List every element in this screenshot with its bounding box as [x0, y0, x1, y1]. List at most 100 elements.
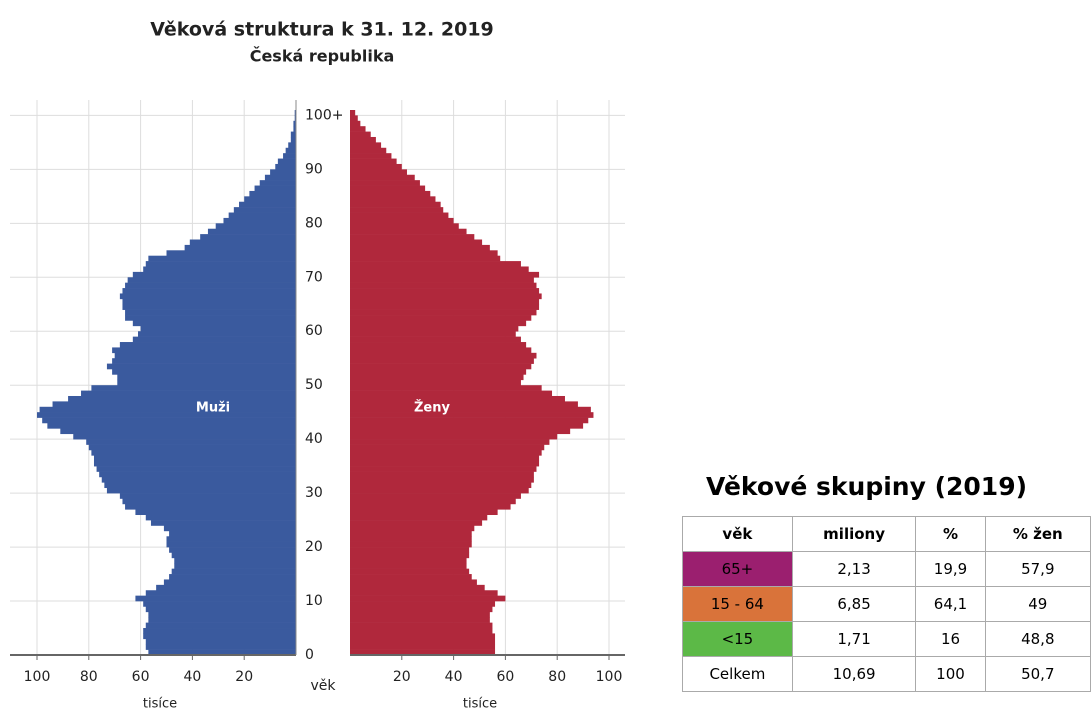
table-cell: 15 - 64: [682, 586, 793, 622]
bar: [350, 428, 571, 435]
bar: [350, 331, 516, 337]
x-tick-label: 60: [132, 669, 150, 685]
bar: [350, 385, 542, 391]
bar: [350, 622, 493, 629]
bar: [350, 266, 529, 273]
bar: [350, 277, 534, 283]
bar: [350, 342, 527, 348]
bar: [350, 288, 540, 294]
series-label: Ženy: [414, 400, 450, 416]
bar: [350, 234, 475, 240]
table-cell: Celkem: [682, 656, 793, 692]
bar: [277, 158, 296, 165]
bar: [145, 606, 296, 613]
bar: [350, 606, 493, 613]
bar: [117, 379, 296, 386]
bar: [169, 547, 296, 553]
bar: [350, 379, 521, 386]
x-tick-label: 80: [80, 669, 98, 685]
column-header: věk: [682, 516, 793, 552]
bar: [99, 471, 296, 478]
bar: [122, 288, 296, 294]
bar: [350, 185, 426, 192]
y-tick-label: 60: [305, 323, 323, 339]
bar: [52, 401, 296, 408]
bar: [350, 557, 467, 564]
age-table: věk miliony%% žen 65+ 2,13 19,9 57,9 15 - 64 6,…: [682, 516, 1091, 692]
bar: [350, 649, 496, 656]
bar: [350, 611, 490, 618]
bar: [350, 482, 532, 489]
bar: [350, 298, 540, 305]
x-tick-label: 80: [548, 669, 566, 685]
bar: [290, 131, 296, 138]
bar: [288, 142, 296, 149]
bar: [101, 476, 296, 483]
bar: [114, 352, 296, 359]
bar: [350, 336, 521, 343]
bar: [350, 514, 488, 521]
bar: [223, 217, 296, 224]
bar: [350, 460, 540, 467]
x-tick-label: 40: [183, 669, 201, 685]
bar: [350, 212, 449, 219]
bar: [350, 439, 550, 445]
bar: [350, 579, 477, 586]
bar: [350, 563, 467, 569]
bar: [350, 255, 501, 262]
bar: [125, 503, 296, 510]
bar: [350, 406, 591, 413]
bar: [350, 638, 496, 645]
bar: [350, 433, 558, 440]
bar: [350, 628, 493, 634]
bar: [350, 153, 392, 159]
bar: [350, 444, 545, 451]
column-header: miliony: [791, 516, 917, 552]
bar: [233, 207, 296, 213]
bar: [81, 390, 296, 397]
bar: [112, 369, 296, 375]
bar: [122, 498, 296, 505]
bar: [148, 611, 296, 618]
header-row: věk miliony%% žen: [682, 516, 1091, 552]
y-tick-label: 30: [305, 485, 323, 501]
bar: [350, 390, 553, 397]
bar: [350, 358, 534, 364]
bar: [350, 503, 511, 510]
bar: [350, 493, 521, 499]
bar: [350, 169, 407, 176]
y-tick-label: 20: [305, 539, 323, 555]
bar: [350, 201, 441, 208]
bar: [350, 547, 470, 553]
bar: [145, 638, 296, 645]
bar: [169, 574, 296, 580]
bar: [350, 374, 524, 381]
bar: [249, 190, 296, 197]
bar: [270, 169, 296, 176]
bar: [293, 120, 296, 127]
table-cell: 10,69: [791, 656, 917, 692]
bar: [119, 342, 296, 348]
bar: [350, 223, 459, 230]
bar: [275, 163, 296, 170]
bar: [166, 541, 296, 548]
table-row: 15 - 64 6,85 64,1 49: [682, 586, 1091, 622]
bar: [60, 428, 297, 435]
y-tick-label: 90: [305, 161, 323, 177]
bar: [163, 579, 296, 586]
bar: [140, 325, 296, 332]
bar: [350, 207, 444, 213]
column-header: %: [915, 516, 986, 552]
bar: [350, 352, 537, 359]
bar: [350, 422, 584, 429]
bar: [350, 395, 565, 402]
table-cell: 48,8: [984, 621, 1091, 657]
bar: [350, 196, 436, 203]
x-tick-label: 40: [445, 669, 463, 685]
bar: [350, 595, 506, 602]
bar: [143, 601, 296, 607]
bar: [135, 509, 296, 516]
y-axis-label: věk: [310, 678, 336, 694]
bar: [132, 336, 296, 343]
